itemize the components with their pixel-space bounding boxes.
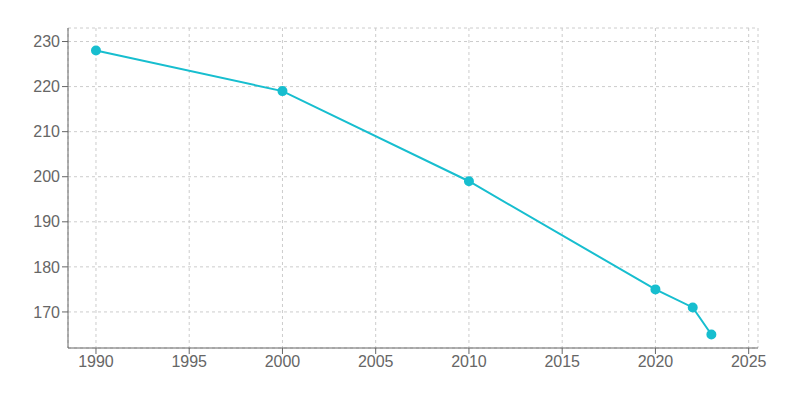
svg-text:2005: 2005 <box>358 353 394 370</box>
svg-text:2010: 2010 <box>451 353 487 370</box>
svg-text:190: 190 <box>33 213 60 230</box>
svg-text:1995: 1995 <box>171 353 207 370</box>
svg-text:1990: 1990 <box>78 353 114 370</box>
svg-text:2025: 2025 <box>731 353 767 370</box>
svg-text:2020: 2020 <box>638 353 674 370</box>
svg-text:220: 220 <box>33 78 60 95</box>
svg-text:230: 230 <box>33 33 60 50</box>
svg-text:2000: 2000 <box>265 353 301 370</box>
svg-text:170: 170 <box>33 304 60 321</box>
svg-text:2015: 2015 <box>544 353 580 370</box>
svg-text:180: 180 <box>33 259 60 276</box>
svg-text:210: 210 <box>33 123 60 140</box>
svg-text:200: 200 <box>33 168 60 185</box>
